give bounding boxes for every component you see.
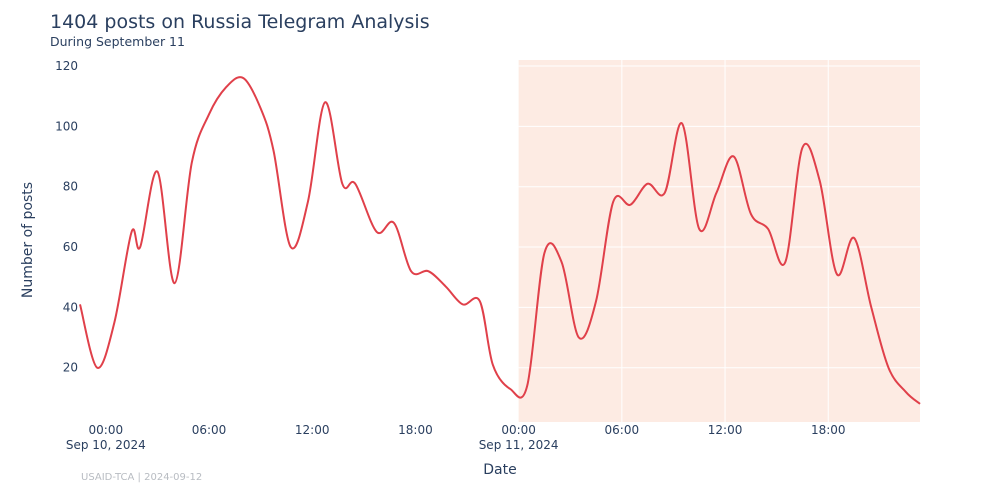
highlight-band	[518, 60, 920, 422]
x-tick-label: 12:00	[708, 423, 743, 437]
x-tick-label: 00:00	[89, 423, 124, 437]
x-tick-label: 12:00	[295, 423, 330, 437]
y-tick-label: 40	[63, 300, 78, 314]
x-tick-date-label: Sep 10, 2024	[66, 438, 146, 452]
x-tick-date-label: Sep 11, 2024	[479, 438, 559, 452]
x-tick-label: 06:00	[192, 423, 227, 437]
x-tick-label: 00:00	[501, 423, 536, 437]
y-tick-label: 100	[55, 119, 78, 133]
chart-title: 1404 posts on Russia Telegram Analysis	[50, 11, 430, 33]
series-line	[79, 76, 921, 405]
x-axis-title: Date	[483, 462, 516, 478]
x-tick-label: 18:00	[811, 423, 846, 437]
y-tick-label: 60	[63, 240, 78, 254]
y-tick-label: 20	[63, 361, 78, 375]
y-tick-label: 120	[55, 59, 78, 73]
x-tick-label: 18:00	[398, 423, 433, 437]
y-tick-label: 80	[63, 180, 78, 194]
footer-credit: USAID-TCA | 2024-09-12	[81, 472, 203, 483]
chart-subtitle: During September 11	[50, 34, 185, 49]
y-axis-title: Number of posts	[20, 182, 36, 298]
x-tick-label: 06:00	[605, 423, 640, 437]
